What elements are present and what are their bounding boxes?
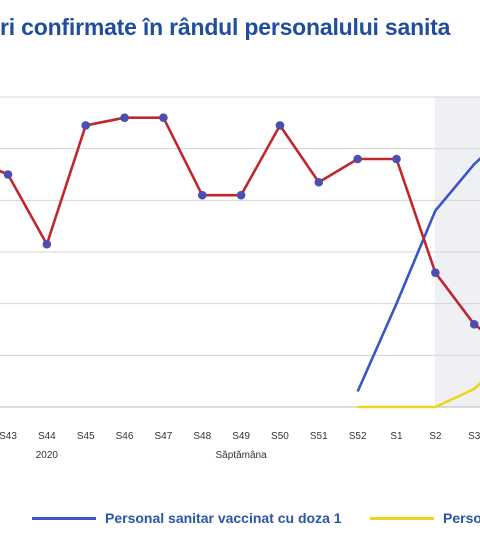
x-tick-label: S3 [468, 431, 480, 442]
data-point [275, 121, 285, 130]
x-tick-label: S52 [349, 431, 367, 442]
data-point [159, 113, 168, 122]
data-point [392, 154, 401, 164]
x-tick-label: S46 [116, 431, 134, 442]
data-point [42, 239, 52, 249]
gridlines [0, 96, 480, 408]
series-lines [0, 116, 480, 409]
x-group-labels: 2020Săptămâna2 [36, 450, 268, 461]
data-point [3, 170, 13, 179]
legend-swatch-dose1 [32, 516, 96, 520]
x-tick-label: S49 [232, 431, 250, 442]
x-tick-label: S2 [429, 431, 442, 442]
line-chart: S43 S44 S45 S46 S47 S48 S49 S50 S51 S52 S1 S2 S3 202… [0, 96, 480, 461]
series-line [357, 381, 480, 409]
x-tick-label: S44 [38, 431, 56, 442]
data-point [431, 268, 440, 277]
data-point [197, 190, 207, 200]
x-tick-label: S47 [155, 431, 173, 442]
legend-item-dose1: Personal sanitar vaccinat cu doza 1 [32, 510, 342, 526]
series-line [356, 156, 480, 393]
x-tick-labels: S43 S44 S45 S46 S47 S48 S49 S50 S51 S52 S1 S2 S3 [0, 431, 480, 442]
x-tick-label: S1 [390, 431, 403, 442]
data-point [469, 320, 479, 329]
x-group-label: Săptămâna [216, 450, 268, 461]
series-markers [3, 113, 479, 329]
x-group-label: 2020 [36, 450, 59, 461]
x-tick-label: S50 [271, 431, 289, 442]
data-point [81, 121, 90, 130]
legend-label-dose1: Personal sanitar vaccinat cu doza 1 [105, 510, 342, 526]
data-point [120, 113, 129, 122]
series-line [0, 116, 480, 331]
x-tick-label: S51 [310, 431, 328, 442]
x-tick-label: S43 [0, 431, 17, 442]
legend-label-second: Perso [443, 510, 480, 526]
x-tick-label: S48 [193, 431, 211, 442]
data-point [236, 190, 246, 200]
chart-title: ri confirmate în rândul personalului san… [0, 14, 451, 40]
data-point [314, 177, 324, 187]
legend-swatch-second [370, 516, 434, 520]
x-tick-label: S45 [77, 431, 95, 442]
legend: Personal sanitar vaccinat cu doza 1 Pers… [0, 510, 480, 530]
data-point [353, 154, 362, 164]
legend-item-second: Perso [370, 510, 480, 526]
